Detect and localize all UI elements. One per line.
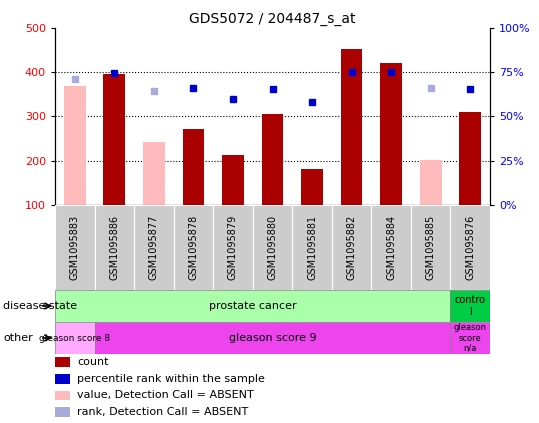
Text: GSM1095878: GSM1095878 [189,215,198,280]
Bar [380,63,402,205]
Bar [451,322,490,354]
Bar [174,205,213,290]
Bar [261,114,284,205]
Text: GSM1095880: GSM1095880 [267,215,278,280]
Text: GSM1095885: GSM1095885 [426,215,436,280]
Bar [134,205,174,290]
Text: GSM1095877: GSM1095877 [149,215,159,280]
Bar [56,407,70,417]
Text: contro
l: contro l [455,295,486,317]
Text: GSM1095879: GSM1095879 [228,215,238,280]
Bar [451,205,490,290]
Bar [292,205,332,290]
Bar [411,205,451,290]
Bar [56,390,70,400]
Text: value, Detection Call = ABSENT: value, Detection Call = ABSENT [77,390,254,401]
Text: GSM1095884: GSM1095884 [386,215,396,280]
Bar [183,129,204,205]
Title: GDS5072 / 204487_s_at: GDS5072 / 204487_s_at [189,11,356,25]
Text: GSM1095882: GSM1095882 [347,215,357,280]
Bar [341,49,362,205]
Text: gleason
score
n/a: gleason score n/a [454,323,487,353]
Bar [64,85,86,205]
Bar [213,205,253,290]
Bar [56,357,70,367]
Text: gleason score 8: gleason score 8 [39,333,110,343]
Text: GSM1095886: GSM1095886 [109,215,119,280]
Text: GSM1095883: GSM1095883 [70,215,80,280]
Text: disease state: disease state [3,301,77,311]
Bar [371,205,411,290]
Text: GSM1095881: GSM1095881 [307,215,317,280]
Text: other: other [3,333,33,343]
Bar [143,142,165,205]
Bar [56,374,70,384]
Bar [94,322,451,354]
Text: GSM1095876: GSM1095876 [465,215,475,280]
Text: count: count [77,357,108,367]
Text: gleason score 9: gleason score 9 [229,333,316,343]
Bar [55,205,94,290]
Bar [420,160,441,205]
Text: rank, Detection Call = ABSENT: rank, Detection Call = ABSENT [77,407,248,417]
Bar [332,205,371,290]
Bar [301,169,323,205]
Bar [55,322,94,354]
Text: prostate cancer: prostate cancer [209,301,296,311]
Bar [222,155,244,205]
Bar [103,74,125,205]
Bar [459,112,481,205]
Bar [253,205,292,290]
Bar [94,205,134,290]
Bar [451,290,490,322]
Text: percentile rank within the sample: percentile rank within the sample [77,374,265,384]
